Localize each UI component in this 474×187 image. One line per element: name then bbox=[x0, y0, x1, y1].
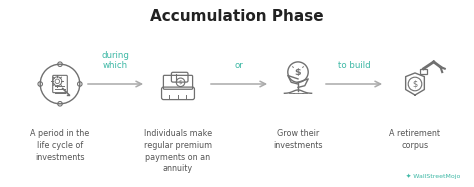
Text: during
which: during which bbox=[101, 51, 129, 70]
Text: or: or bbox=[235, 61, 243, 70]
Text: A period in the
life cycle of
investments: A period in the life cycle of investment… bbox=[30, 129, 90, 162]
Text: Grow their
investments: Grow their investments bbox=[273, 129, 323, 150]
Text: ✦ WallStreetMojo: ✦ WallStreetMojo bbox=[406, 173, 460, 179]
Text: A retirement
corpus: A retirement corpus bbox=[390, 129, 440, 150]
Text: to build: to build bbox=[337, 61, 370, 70]
Text: Accumulation Phase: Accumulation Phase bbox=[150, 9, 324, 24]
Text: Individuals make
regular premium
payments on an
annuity: Individuals make regular premium payment… bbox=[144, 129, 212, 173]
Text: $: $ bbox=[295, 68, 301, 77]
Text: $: $ bbox=[179, 80, 182, 85]
Text: $: $ bbox=[412, 79, 418, 88]
